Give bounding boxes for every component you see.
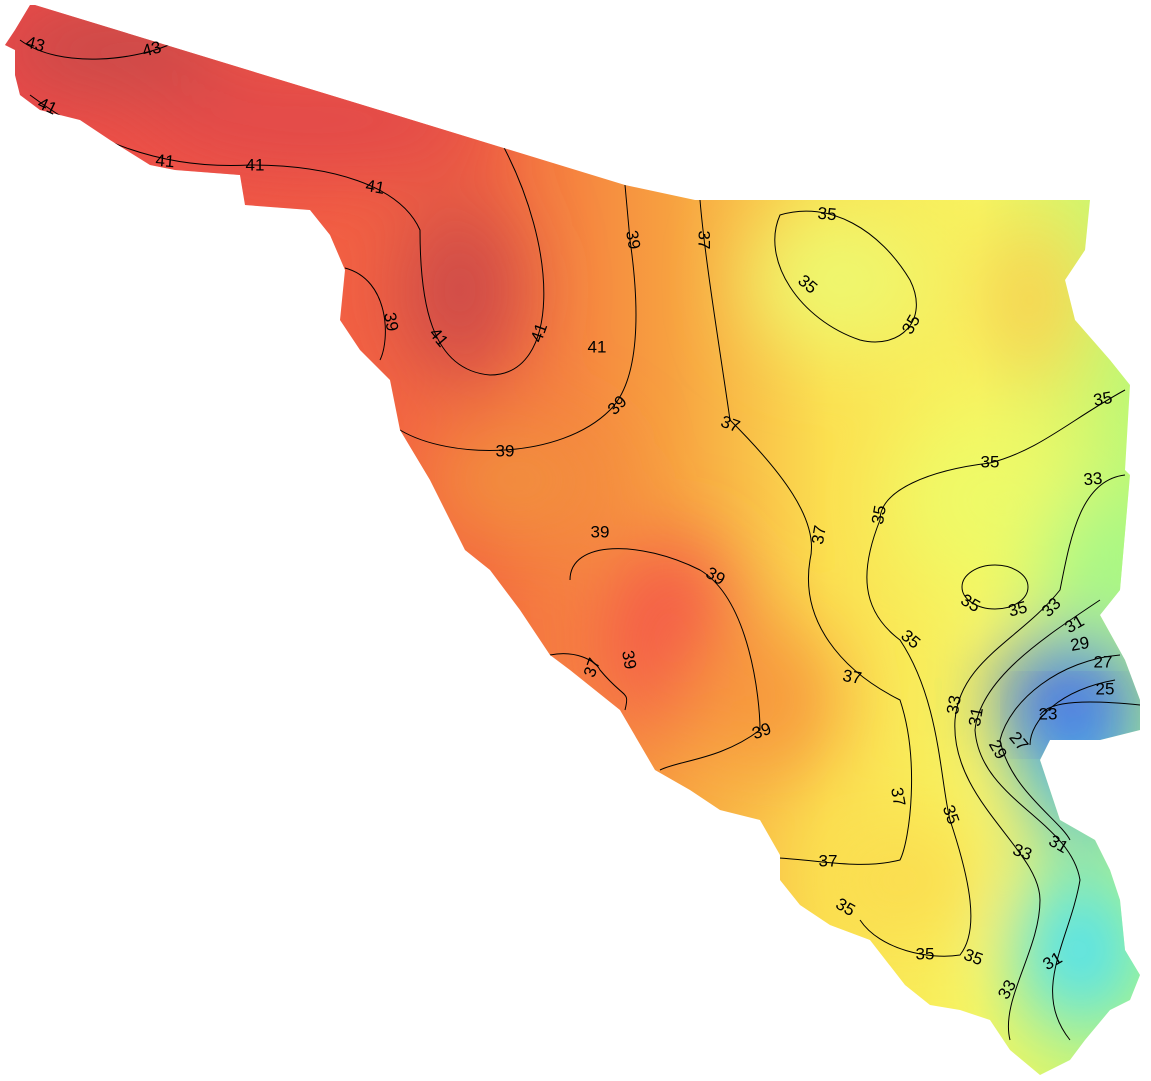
contour-label: 35 [981,452,1000,471]
contour-label: 41 [246,155,265,174]
contour-label: 37 [695,231,714,250]
contour-label: 41 [588,337,607,356]
contour-label: 41 [364,176,386,198]
contour-label: 43 [140,37,163,60]
contour-label: 41 [155,151,176,172]
contour-label: 35 [1006,597,1029,620]
contour-label: 27 [1094,652,1113,671]
contour-label: 35 [1092,388,1114,410]
contour-label: 33 [1083,469,1104,490]
contour-label: 35 [817,204,838,225]
contour-label: 35 [916,944,935,963]
contour-label: 25 [1096,679,1115,698]
contour-label: 37 [841,666,863,688]
contour-label: 39 [496,441,515,460]
contour-label: 37 [887,786,909,808]
contour-label: 39 [591,522,610,541]
contour-label: 39 [622,229,644,251]
contour-label: 33 [943,694,965,716]
contour-label: 29 [1069,633,1091,655]
isolines [19,39,1140,1041]
contour-label: 23 [1039,704,1058,723]
contour-label: 39 [380,311,402,333]
contour-label: 37 [819,851,838,870]
contour-label: 39 [618,649,640,671]
contour-label: 37 [808,524,830,546]
contour-label: 43 [24,32,47,55]
contour-label: 31 [965,706,987,728]
contour-label: 35 [868,504,890,526]
